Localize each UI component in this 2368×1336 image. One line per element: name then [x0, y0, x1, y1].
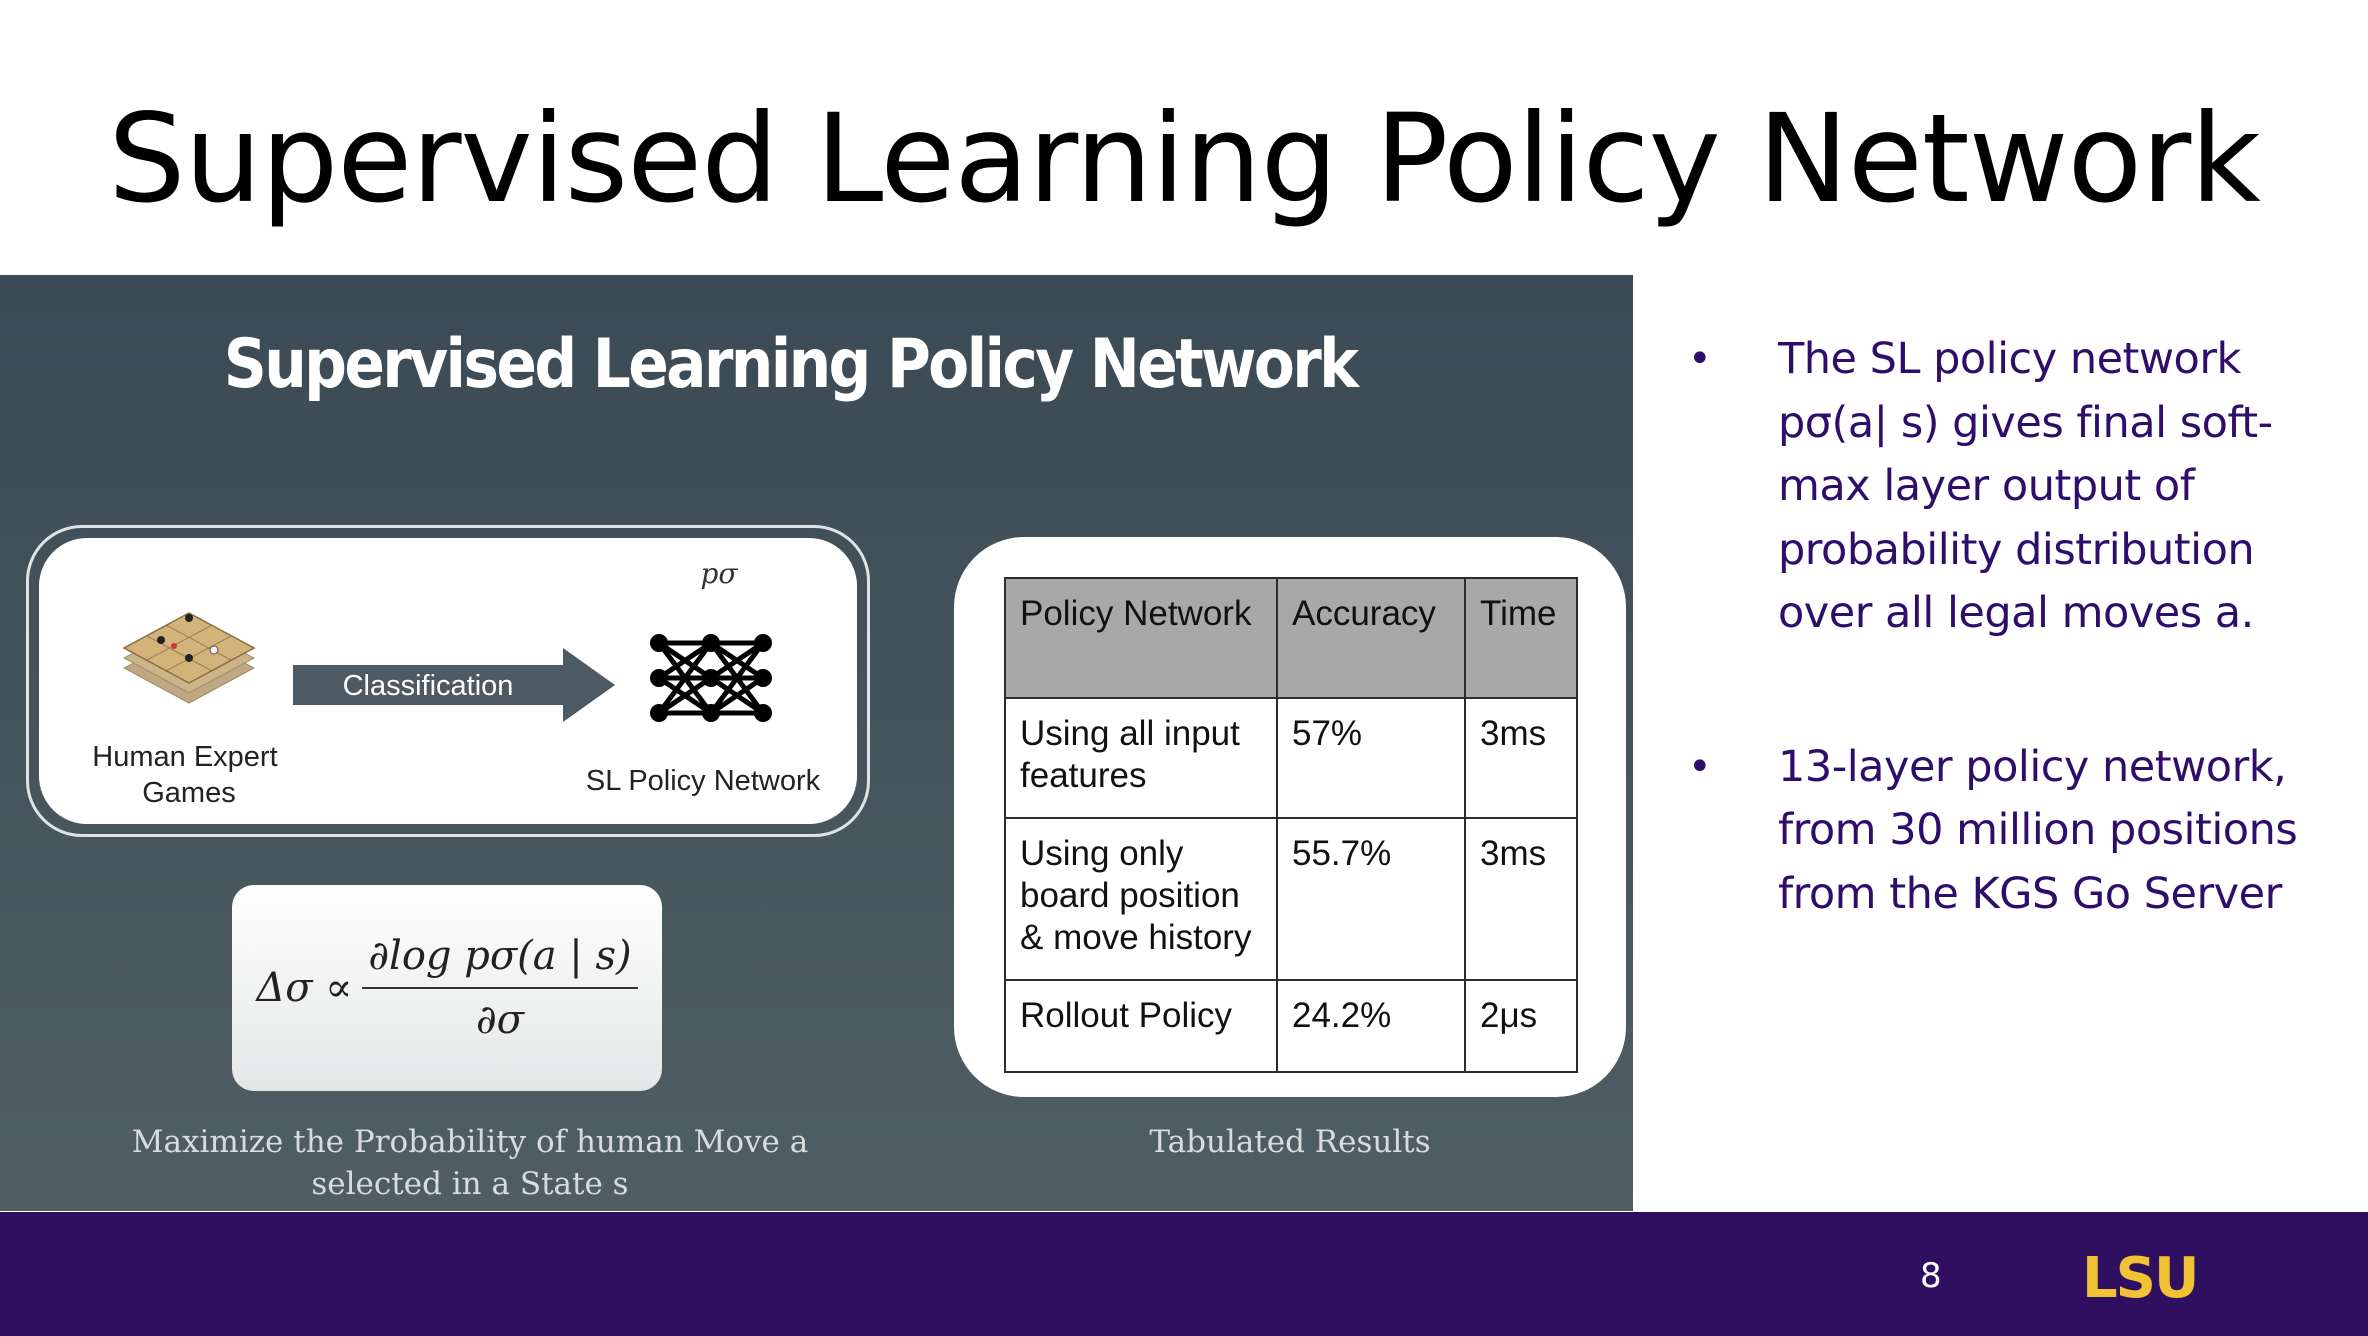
table-cell: Using only board position & move history: [1004, 817, 1278, 981]
bullet-dot: •: [1688, 743, 1712, 790]
lsu-logo-text: LSU: [2082, 1250, 2198, 1304]
header-accuracy: Accuracy: [1276, 577, 1466, 699]
left-caption: Maximize the Probability of human Move a…: [130, 1121, 810, 1205]
table-cell: 2μs: [1464, 979, 1578, 1073]
arrow-label: Classification: [343, 670, 514, 702]
neural-network-icon: [656, 640, 766, 716]
bullet-dot: •: [1688, 336, 1712, 382]
bullet-list: • The SL policy network pσ(a| s) gives f…: [1688, 328, 2348, 926]
bullet-text: The SL policy network pσ(a| s) gives fin…: [1778, 334, 2273, 638]
slide-title: Supervised Learning Policy Network: [108, 88, 2261, 230]
table-cell: Rollout Policy: [1004, 979, 1278, 1073]
human-expert-games-label: Human Expert Games: [92, 741, 285, 809]
embedded-slide-title: Supervised Learning Policy Network: [223, 325, 1359, 404]
slide-footer: 8 LSU: [0, 1212, 2368, 1336]
page-number: 8: [1920, 1256, 1942, 1296]
embedded-slide-image: Supervised Learning Policy Network: [0, 275, 1633, 1211]
table-cell: 55.7%: [1276, 817, 1466, 981]
formula-denominator: ∂σ: [475, 997, 524, 1043]
table-cell: 3ms: [1464, 697, 1578, 819]
p-sigma-symbol: pσ: [700, 557, 738, 590]
bullet-item: • The SL policy network pσ(a| s) gives f…: [1688, 328, 2348, 646]
left-caption-line-1: Maximize the Probability of human Move a: [131, 1124, 809, 1160]
formula-numerator: ∂log pσ(a | s): [362, 933, 638, 989]
bullet-text: 13-layer policy network, from 30 million…: [1778, 741, 2298, 919]
table-cell: 3ms: [1464, 817, 1578, 981]
results-table-box: Policy Network Accuracy Time Using all i…: [954, 537, 1626, 1097]
table-cell: 57%: [1276, 697, 1466, 819]
classification-diagram: Classification pσ: [26, 525, 870, 837]
formula-lhs: Δσ ∝: [256, 965, 353, 1011]
classification-diagram-graphic: Classification pσ: [92, 557, 821, 809]
table-row: Using all input features 57% 3ms: [1004, 697, 1578, 819]
formula-box: Δσ ∝ ∂log pσ(a | s) ∂σ: [232, 885, 662, 1091]
classification-arrow: Classification: [293, 648, 615, 722]
go-board-stack-icon: [122, 612, 256, 704]
table-row: Rollout Policy 24.2% 2μs: [1004, 979, 1578, 1073]
table-header-row: Policy Network Accuracy Time: [1004, 577, 1578, 699]
right-caption: Tabulated Results: [1149, 1124, 1431, 1160]
header-time: Time: [1464, 577, 1578, 699]
bullet-item: • 13-layer policy network, from 30 milli…: [1688, 736, 2348, 927]
table-cell: 24.2%: [1276, 979, 1466, 1073]
input-label-line-2: Games: [142, 777, 235, 809]
header-policy-network: Policy Network: [1004, 577, 1278, 699]
gradient-formula: Δσ ∝ ∂log pσ(a | s) ∂σ: [232, 885, 662, 1091]
results-table: Policy Network Accuracy Time Using all i…: [1004, 577, 1578, 1073]
left-caption-line-2: selected in a State s: [311, 1166, 629, 1202]
table-row: Using only board position & move history…: [1004, 817, 1578, 981]
table-cell: Using all input features: [1004, 697, 1278, 819]
lsu-logo: LSU: [2082, 1250, 2200, 1304]
sl-policy-network-label: SL Policy Network: [586, 765, 821, 797]
input-label-line-1: Human Expert: [92, 741, 277, 773]
